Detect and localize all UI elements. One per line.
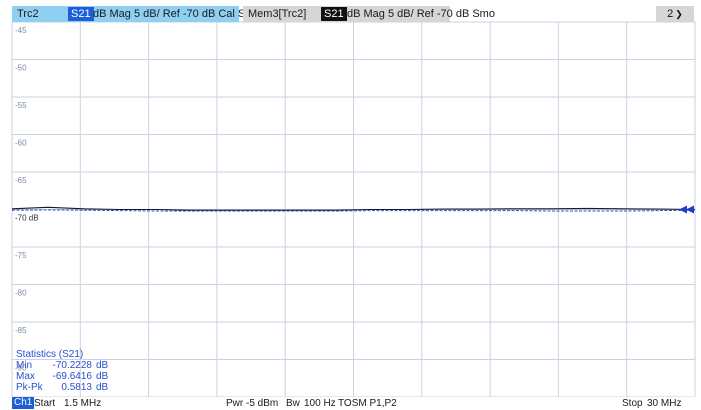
y-axis-label: -65	[15, 176, 27, 185]
start-label: Start	[34, 398, 56, 409]
statistics-unit: dB	[96, 371, 109, 382]
y-axis-label: -45	[15, 26, 27, 35]
trace-trc2-name: Trc2	[17, 8, 39, 20]
y-axis-label: -90	[15, 364, 27, 373]
trace-mem3-name: Mem3[Trc2]	[248, 8, 307, 20]
trace-trc2-param[interactable]: S21	[68, 7, 94, 21]
channel-tab-ch1[interactable]: Ch1	[12, 397, 35, 409]
y-axis-label: -75	[15, 251, 27, 260]
trace-mem3-format[interactable]: dB Mag 5 dB/ Ref -70 dB Smo	[347, 8, 495, 20]
statistics-label: Max	[16, 371, 35, 382]
calibration-status[interactable]: TOSM P1,P2	[338, 398, 397, 409]
channel-select-button[interactable]: 2 ❯	[656, 6, 694, 22]
channel-select-value: 2	[667, 8, 674, 20]
diagram-area[interactable]: -45 -50 -55 -60 -65 -70 dB -75 -80 -85 -90	[0, 0, 701, 397]
y-axis-label: -55	[15, 101, 27, 110]
statistics-unit: dB	[96, 382, 109, 393]
trace-trc2-line[interactable]	[11, 206, 696, 211]
bandwidth-value[interactable]: 100 Hz	[304, 398, 336, 409]
statistics-value: -69.6416	[52, 371, 92, 382]
bandwidth-label: Bw	[286, 398, 300, 409]
statistics-label: Min	[16, 360, 33, 371]
trace-mem3-header[interactable]: Mem3[Trc2] S21 dB Mag 5 dB/ Ref -70 dB S…	[243, 6, 495, 22]
statistics-unit: dB	[96, 360, 109, 371]
y-axis-label: -80	[15, 289, 27, 298]
y-axis-label: -50	[15, 64, 27, 73]
y-axis-label: -60	[15, 139, 27, 148]
y-axis-label: -85	[15, 326, 27, 335]
power-value[interactable]: -5 dBm	[246, 398, 279, 409]
statistics-title: Statistics (S21)	[16, 349, 84, 360]
statistics-value: 0.5813	[61, 382, 92, 393]
statistics-label: Pk-Pk	[16, 382, 43, 393]
stop-frequency[interactable]: 30 MHz	[647, 398, 682, 409]
reference-marker-icon[interactable]	[686, 205, 694, 214]
chevron-down-icon: ❯	[675, 9, 683, 19]
trace-mem3-line[interactable]	[11, 209, 696, 212]
trace-mem3-param[interactable]: S21	[321, 7, 347, 21]
statistics-value: -70.2228	[52, 360, 92, 371]
reference-marker-icon[interactable]	[679, 205, 687, 214]
channel-status-bar: Ch1 Start 1.5 MHz Pwr -5 dBm Bw 100 Hz T…	[12, 397, 695, 410]
trace-header-bar: Trc2 S21 dB Mag 5 dB/ Ref -70 dB Cal Smo…	[12, 6, 695, 22]
stop-label: Stop	[622, 398, 643, 409]
y-axis-label: -70 dB	[15, 214, 39, 223]
power-label: Pwr	[226, 398, 244, 409]
trace-trc2-format[interactable]: dB Mag 5 dB/ Ref -70 dB Cal Smo	[93, 8, 261, 20]
trace-trc2-header[interactable]: Trc2 S21 dB Mag 5 dB/ Ref -70 dB Cal Smo	[12, 6, 261, 22]
start-frequency[interactable]: 1.5 MHz	[64, 398, 102, 409]
